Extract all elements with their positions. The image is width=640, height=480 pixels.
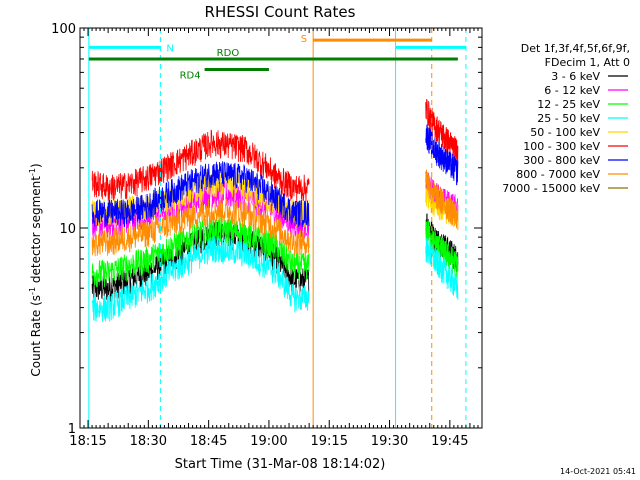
ytick-label-0: 1 <box>68 422 76 437</box>
xtick-label-6: 19:45 <box>431 434 468 449</box>
series-3-pre-line <box>91 235 310 323</box>
y-axis-label-sup2: -1 <box>28 168 37 176</box>
series-6-pre-line <box>91 161 310 228</box>
series-5-post-line <box>425 98 459 167</box>
legend: Det 1f,3f,4f,5f,6f,9f, FDecim 1, Att 0 3… <box>502 42 630 195</box>
marker-label-2: S <box>301 34 307 45</box>
xtick-label-3: 19:00 <box>250 434 287 449</box>
y-axis-label: Count Rate (s-1 detector segment-1) <box>28 163 43 376</box>
legend-header-line-2: FDecim 1, Att 0 <box>545 56 630 69</box>
xtick-label-0: 18:15 <box>69 434 106 449</box>
x-axis: 18:15 18:30 18:45 19:00 19:15 19:30 19:45 <box>69 28 483 449</box>
y-axis-label-part3: ) <box>29 163 43 168</box>
marker-label-0: N <box>166 43 173 54</box>
legend-entry-6: 300 - 800 keV <box>523 154 600 167</box>
series-2-pre-line <box>91 215 310 288</box>
xtick-label-5: 19:30 <box>371 434 408 449</box>
x-axis-label: Start Time (31-Mar-08 18:14:02) <box>175 457 386 472</box>
marker-label-4: RD4 <box>180 71 201 82</box>
series-3 <box>91 235 459 323</box>
series-layer <box>91 98 459 323</box>
legend-entry-8: 7000 - 15000 keV <box>502 182 600 195</box>
legend-entry-2: 12 - 25 keV <box>537 98 600 111</box>
y-axis: 1 10 100 <box>51 22 482 437</box>
series-7 <box>91 169 459 258</box>
marker-label-3: RDO <box>217 48 240 59</box>
chart-title: RHESSI Count Rates <box>205 3 356 21</box>
series-3-post-line <box>425 237 459 300</box>
series-5 <box>91 98 459 203</box>
ytick-label-1: 10 <box>59 222 76 237</box>
legend-entry-3: 25 - 50 keV <box>537 112 600 125</box>
xtick-label-4: 19:15 <box>311 434 348 449</box>
series-5-pre-line <box>91 129 310 203</box>
series-7-post-line <box>425 169 459 231</box>
xtick-label-2: 18:45 <box>190 434 227 449</box>
ytick-label-2: 100 <box>51 22 76 37</box>
legend-entry-4: 50 - 100 keV <box>530 126 600 139</box>
y-axis-label-sup1: -1 <box>28 287 37 295</box>
series-7-pre-line <box>91 196 310 258</box>
legend-header-line-1: Det 1f,3f,4f,5f,6f,9f, <box>521 42 630 55</box>
legend-entry-0: 3 - 6 keV <box>551 70 600 83</box>
y-axis-label-part2: detector segment <box>29 176 43 287</box>
y-axis-label-part1: Count Rate (s <box>29 295 43 377</box>
legend-entry-1: 6 - 12 keV <box>544 84 600 97</box>
xtick-label-1: 18:30 <box>130 434 167 449</box>
series-6 <box>91 124 459 228</box>
marker-layer: N S RDO RD4 <box>88 28 467 428</box>
footer-timestamp: 14-Oct-2021 05:41 <box>560 467 636 476</box>
legend-entry-5: 100 - 300 keV <box>523 140 600 153</box>
series-6-post-line <box>425 124 459 186</box>
legend-entry-7: 800 - 7000 keV <box>516 168 600 181</box>
